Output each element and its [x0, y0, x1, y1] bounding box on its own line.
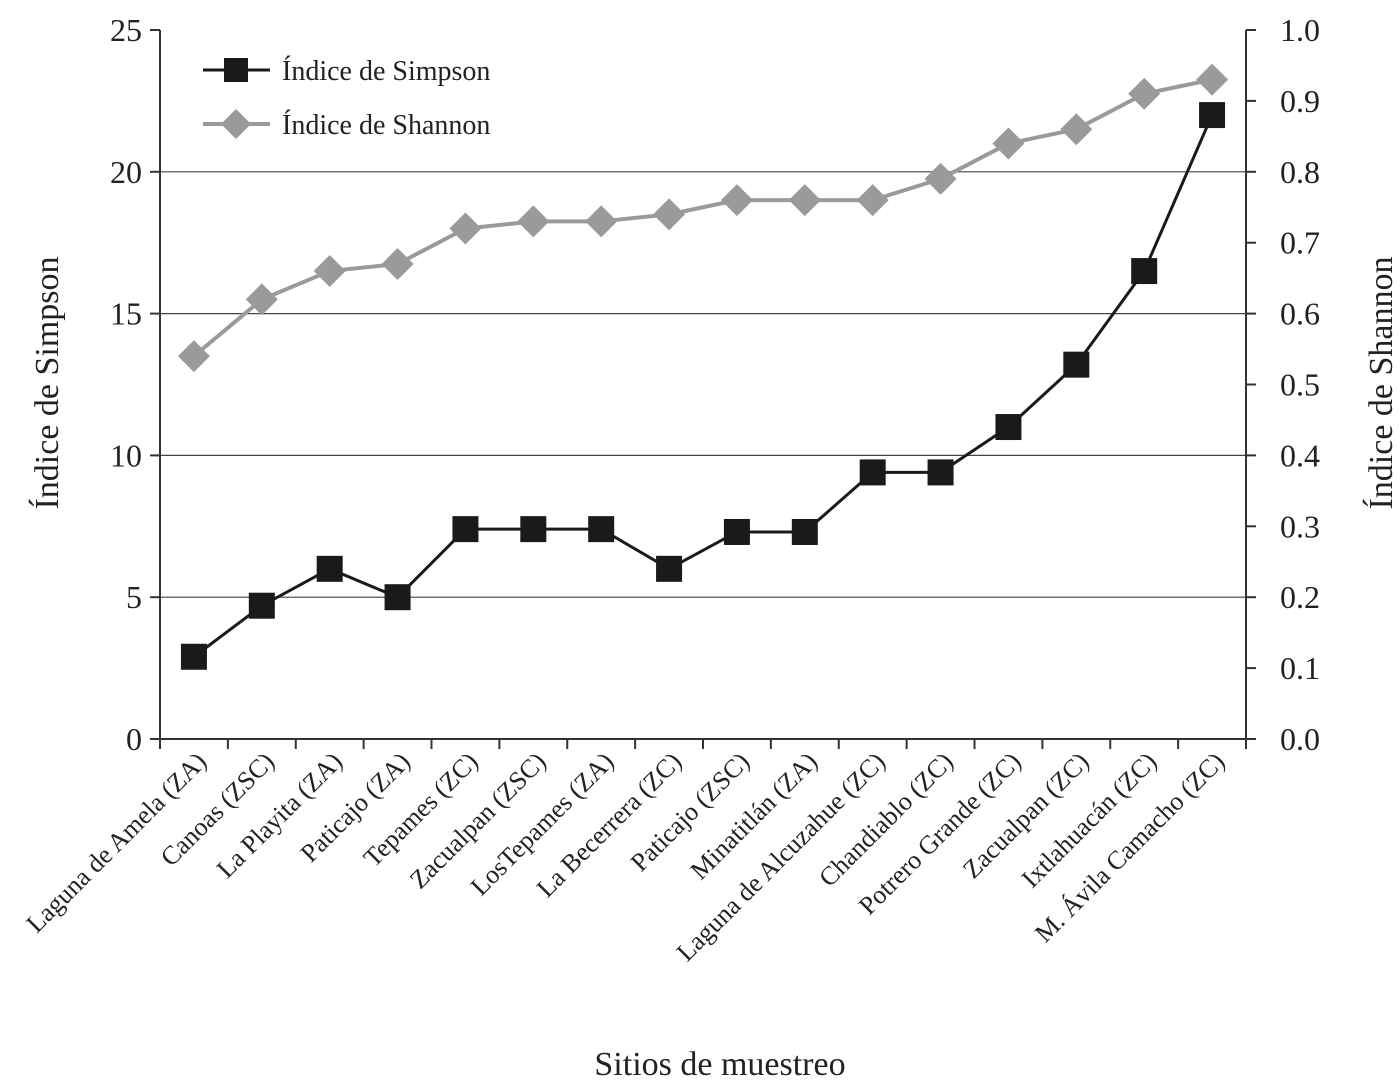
shannon-point	[653, 198, 686, 231]
legend-shannon-label: Índice de Shannon	[282, 110, 490, 141]
left-tick-label: 15	[110, 296, 142, 332]
left-tick-label: 10	[110, 437, 142, 473]
simpson-point	[520, 516, 547, 543]
shannon-point	[1128, 77, 1161, 110]
gridlines	[160, 171, 1246, 598]
shannon-point	[177, 340, 210, 373]
right-tick-label: 0.9	[1280, 83, 1320, 119]
simpson-point	[384, 584, 411, 611]
simpson-point	[248, 592, 275, 619]
shannon-point	[924, 162, 957, 195]
x-category-label: Paticajo (ZSC)	[625, 747, 755, 877]
legend: Índice de Simpson Índice de Shannon	[203, 56, 490, 141]
shannon-point	[856, 184, 889, 217]
shannon-point	[1060, 113, 1093, 146]
simpson-point	[588, 516, 615, 543]
simpson-series-line	[193, 114, 1214, 658]
simpson-point	[452, 516, 479, 543]
simpson-point	[927, 459, 954, 486]
left-tick-label: 0	[126, 721, 142, 757]
x-axis-title: Sitios de muestreo	[594, 1046, 845, 1083]
left-axis-ticks: 0 5 10 15 20 25	[110, 12, 160, 757]
shannon-point	[449, 212, 482, 245]
right-axis-title: Índice de Shannon	[1363, 256, 1400, 509]
legend-simpson-label: Índice de Simpson	[282, 56, 490, 87]
right-tick-label: 0.2	[1280, 579, 1320, 615]
shannon-point	[313, 255, 346, 288]
shannon-point	[585, 205, 618, 238]
left-axis-title: Índice de Simpson	[29, 256, 66, 509]
simpson-point	[180, 643, 207, 670]
right-axis-ticks: 0.0 0.1 0.2 0.3 0.4 0.5 0.6 0.7 0.8 0.9 1.0	[1246, 12, 1320, 757]
right-tick-label: 0.6	[1280, 296, 1320, 332]
simpson-point	[859, 459, 886, 486]
shannon-point	[992, 127, 1025, 160]
shannon-point	[1196, 63, 1229, 96]
shannon-point	[720, 184, 753, 217]
x-axis-ticks: Laguna de Amela (ZA)Canoas (ZSC)La Playi…	[21, 739, 1247, 967]
simpson-point	[316, 555, 343, 582]
simpson-point	[1063, 351, 1090, 378]
left-tick-label: 20	[110, 154, 142, 190]
simpson-point	[995, 414, 1022, 441]
left-tick-label: 25	[110, 12, 142, 48]
right-tick-label: 0.3	[1280, 508, 1320, 544]
left-tick-label: 5	[126, 579, 142, 615]
series	[177, 63, 1229, 670]
shannon-point	[245, 283, 278, 316]
legend-shannon-marker	[221, 109, 251, 139]
right-tick-label: 0.4	[1280, 437, 1320, 473]
simpson-point	[1131, 258, 1158, 285]
right-tick-label: 1.0	[1280, 12, 1320, 48]
legend-simpson-marker	[224, 58, 248, 82]
shannon-point	[788, 184, 821, 217]
simpson-point	[1199, 102, 1226, 129]
simpson-point	[656, 555, 683, 582]
right-tick-label: 0.1	[1280, 650, 1320, 686]
simpson-point	[791, 518, 818, 545]
right-tick-label: 0.8	[1280, 154, 1320, 190]
right-tick-label: 0.0	[1280, 721, 1320, 757]
simpson-point	[723, 518, 750, 545]
right-tick-label: 0.5	[1280, 367, 1320, 403]
shannon-series-line	[192, 77, 1213, 358]
shannon-point	[517, 205, 550, 238]
right-tick-label: 0.7	[1280, 225, 1320, 261]
shannon-point	[381, 247, 414, 280]
